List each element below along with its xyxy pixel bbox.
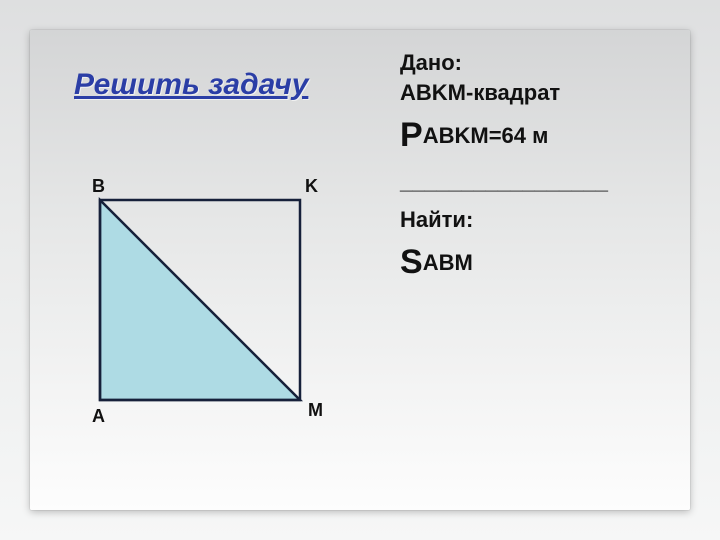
vertex-B: B [92, 176, 105, 197]
diagram-svg [80, 180, 330, 430]
geometry-diagram: B K M A [80, 180, 330, 450]
triangle-abm [100, 200, 300, 400]
given-shape: ABKM-квадрат [400, 80, 680, 106]
perimeter-letter: Р [400, 116, 423, 154]
area-sub: ABM [423, 250, 473, 275]
perimeter-sub: ABKM [423, 123, 489, 148]
given-block: Дано: ABKM-квадрат РABKM=64 м __________… [400, 50, 680, 282]
find-label: Найти: [400, 207, 680, 233]
find-area: SABM [400, 243, 680, 282]
vertex-K: K [305, 176, 318, 197]
slide-title: Решить задачу [74, 68, 308, 102]
area-letter: S [400, 243, 423, 281]
given-perimeter: РABKM=64 м [400, 116, 680, 155]
vertex-M: M [308, 400, 323, 421]
slide-frame: Решить задачу Дано: ABKM-квадрат РABKM=6… [30, 30, 690, 510]
divider-line: _________________ [400, 169, 680, 195]
perimeter-eq: =64 м [489, 123, 549, 148]
vertex-A: A [92, 406, 105, 427]
given-label: Дано: [400, 50, 680, 76]
